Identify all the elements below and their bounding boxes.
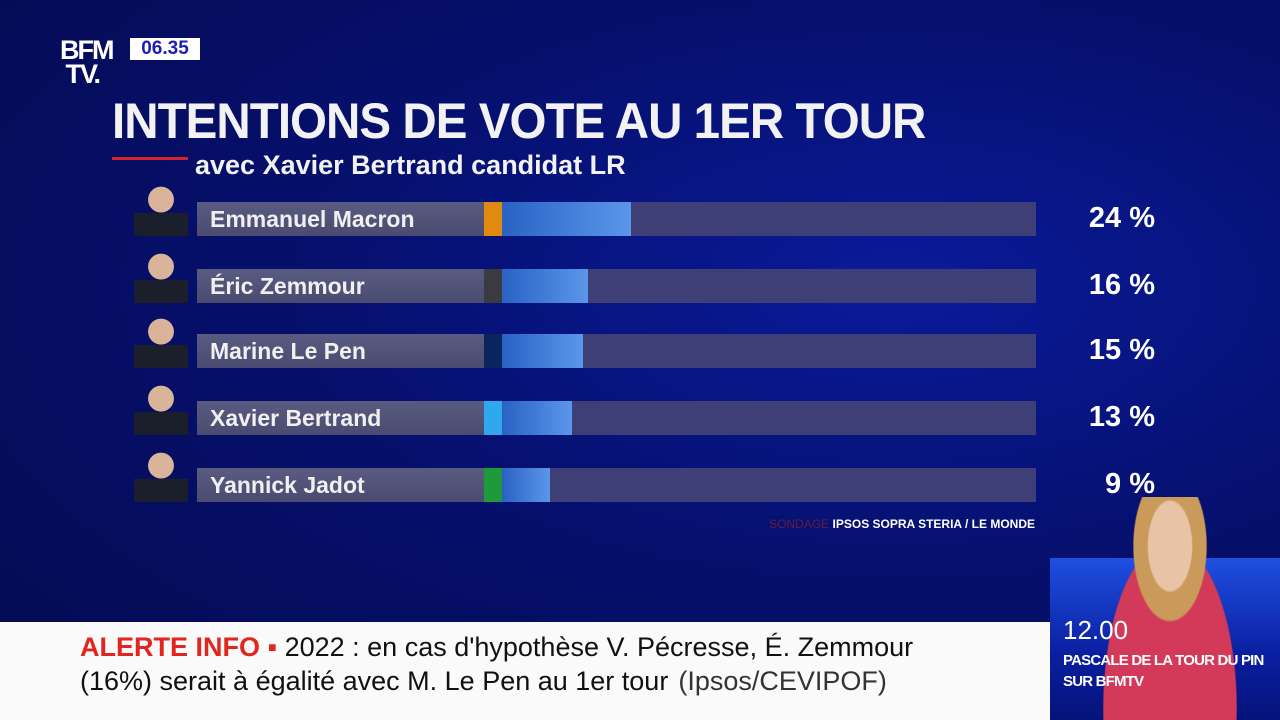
candidate-photo [134,251,188,303]
name-box [197,269,484,303]
host-photo [1085,497,1255,720]
bar [502,334,583,368]
chart-subtitle: avec Xavier Bertrand candidat LR [195,150,626,180]
name-box [197,202,484,236]
category-label: Xavier Bertrand [210,405,382,431]
promo-time: 12.00 [1063,615,1129,645]
candidate-photo [134,450,188,502]
party-color-marker [484,401,502,435]
clock: 06.35 [130,38,200,60]
party-color-marker [484,269,502,303]
party-color-marker [484,202,502,236]
divider [112,157,188,160]
bar-row: Xavier Bertrand 13 % [0,383,1280,435]
party-color-marker [484,334,502,368]
alert-label: ALERTE INFO ▪ [80,632,278,662]
data-label: 13 % [1088,401,1155,433]
bar-row: Yannick Jadot 9 % [0,450,1280,502]
party-color-marker [484,468,502,502]
source: SONDAGE IPSOS SOPRA STERIA / LE MONDE [769,517,1035,531]
bar-row: Éric Zemmour 16 % [0,251,1280,303]
bar [502,269,588,303]
data-label: 15 % [1088,334,1155,366]
name-box [197,468,484,502]
data-label: 24 % [1088,202,1155,234]
category-label: Marine Le Pen [210,338,366,364]
bar [502,468,551,502]
bar-row: Marine Le Pen 15 % [0,316,1280,368]
bar [502,202,631,236]
candidate-photo [134,383,188,435]
name-box [197,334,484,368]
data-label: 9 % [1105,468,1155,500]
category-label: Emmanuel Macron [210,206,415,232]
news-ticker: ALERTE INFO ▪ 2022 : en cas d'hypothèse … [0,622,1050,720]
category-label: Éric Zemmour [210,273,365,299]
chart-title: INTENTIONS DE VOTE AU 1ER TOUR [112,93,926,149]
name-box [197,401,484,435]
data-label: 16 % [1088,269,1155,301]
bfmtv-logo: BFM TV. [60,35,115,89]
promo-text: PASCALE DE LA TOUR DU PIN SUR BFMTV [1063,652,1264,690]
category-label: Yannick Jadot [210,472,365,498]
bar [502,401,572,435]
bar-row: Emmanuel Macron 24 % [0,184,1280,236]
candidate-photo [134,316,188,368]
candidate-photo [134,184,188,236]
